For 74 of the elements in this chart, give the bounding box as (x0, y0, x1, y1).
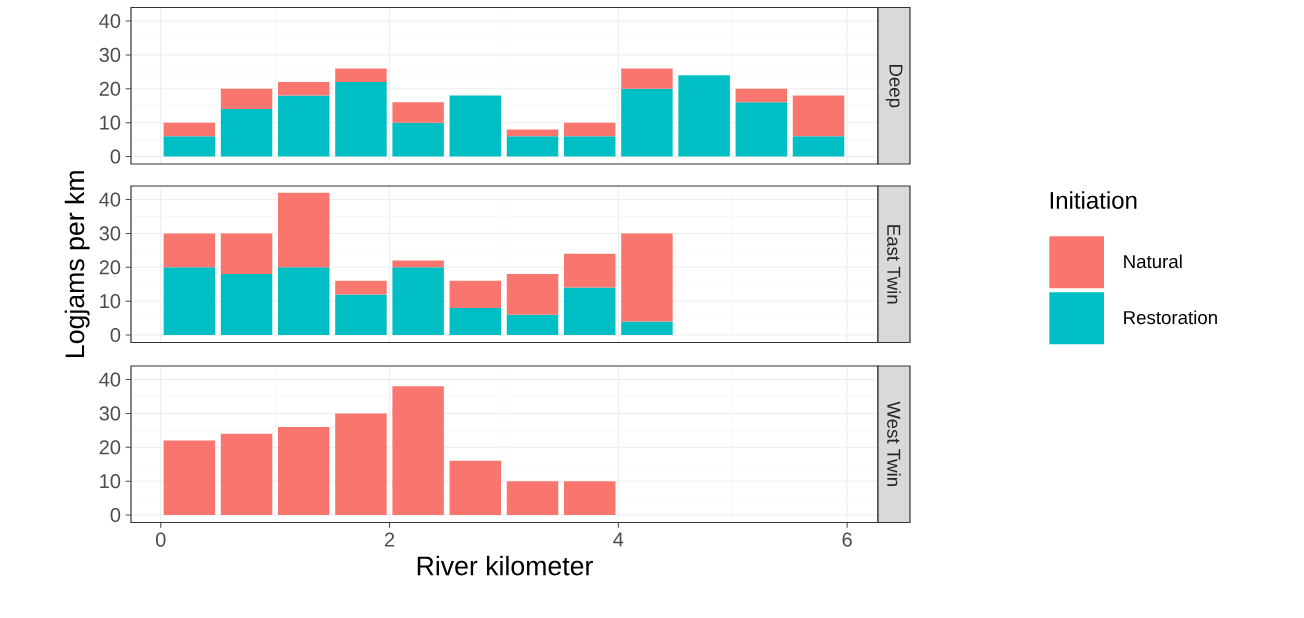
bar (449, 307, 502, 336)
y-tick-label: 30 (99, 406, 121, 421)
bar (621, 88, 673, 157)
y-tick-label: 40 (99, 372, 121, 387)
bar (563, 253, 616, 288)
y-tick-label: 0 (110, 327, 121, 343)
bar (678, 75, 730, 157)
bar (621, 321, 673, 336)
bar (278, 95, 330, 157)
bar (449, 95, 502, 157)
bar (220, 88, 273, 110)
bar (220, 233, 273, 275)
bar (563, 481, 616, 516)
bar (163, 136, 216, 157)
y-tick-label: 20 (99, 81, 121, 96)
bar (335, 82, 387, 157)
bar (220, 433, 273, 516)
bar (392, 102, 444, 123)
bar (220, 274, 273, 336)
text: Deep (885, 64, 903, 108)
text: Natural (1124, 254, 1182, 269)
y-tick-label: 0 (110, 507, 121, 523)
bar (220, 109, 273, 157)
bar (163, 233, 216, 268)
bar (506, 274, 559, 315)
bar (392, 122, 444, 157)
text: West Twin (887, 401, 901, 486)
y-tick-label: 20 (99, 440, 121, 455)
y-tick-label: 10 (100, 294, 121, 309)
bar (335, 294, 387, 336)
text: East Twin (887, 225, 901, 304)
bar (563, 136, 616, 157)
bar (735, 88, 788, 103)
bar (163, 267, 216, 336)
bar (335, 280, 387, 295)
bar (506, 314, 559, 336)
bar (278, 426, 330, 516)
bar (563, 287, 616, 336)
bar (506, 481, 559, 516)
y-tick-label: 30 (99, 47, 121, 62)
bar (621, 68, 673, 89)
bar (563, 122, 616, 137)
y-tick-label: 40 (99, 192, 121, 207)
bar (392, 267, 444, 336)
bar (278, 82, 330, 96)
y-tick-label: 40 (99, 13, 121, 29)
bar (278, 192, 330, 268)
bar (792, 95, 845, 137)
bar (792, 136, 845, 157)
y-tick-label: 20 (99, 260, 121, 275)
y-tick-label: 10 (100, 115, 121, 130)
bar (335, 413, 387, 516)
x-tick-label: 6 (842, 532, 852, 547)
text: Restoration (1124, 310, 1217, 325)
x-tick-label: 0 (155, 532, 166, 547)
y-tick-label: 30 (99, 226, 121, 241)
x-axis-title: River kilometer (417, 555, 593, 576)
x-tick-label: 4 (613, 532, 624, 547)
bar (335, 68, 387, 83)
bar (392, 386, 444, 516)
y-axis-title: Logjams per km (64, 171, 90, 357)
bar (278, 267, 330, 336)
bar (621, 233, 673, 322)
legend-title: Initiation (1050, 191, 1137, 209)
bar (163, 122, 216, 137)
x-tick-label: 2 (384, 532, 395, 547)
bar (506, 136, 559, 157)
bar (506, 129, 559, 137)
bar (163, 440, 216, 516)
bar (449, 460, 502, 516)
bar (735, 102, 788, 157)
y-tick-label: 10 (100, 474, 121, 489)
bar (449, 280, 502, 308)
y-tick-label: 0 (110, 149, 121, 164)
